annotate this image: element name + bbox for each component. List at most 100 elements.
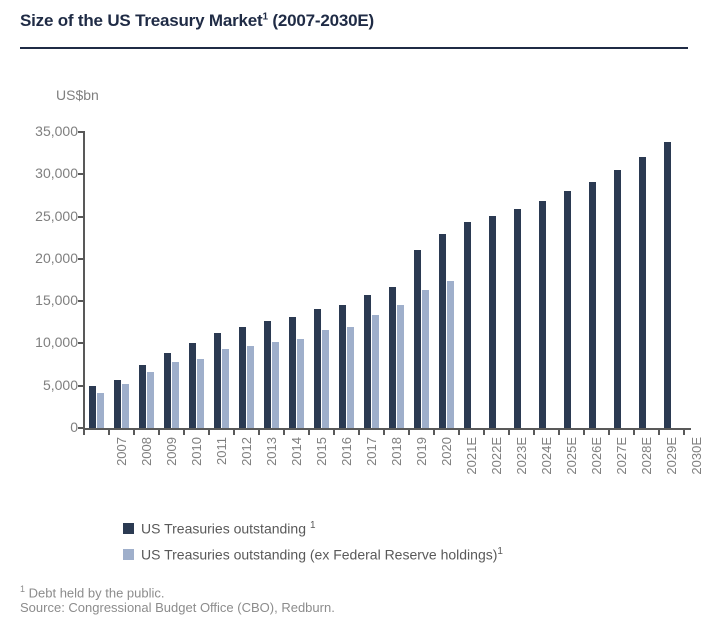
y-axis-tick-label-10000: 10,000 bbox=[35, 334, 78, 351]
x-axis-label-2017: 2017 bbox=[364, 437, 379, 466]
x-axis-label-2019: 2019 bbox=[414, 437, 429, 466]
bar-ex-fed-2014 bbox=[272, 341, 279, 428]
x-axis-tick-mark bbox=[458, 430, 460, 435]
x-axis-label-2008: 2008 bbox=[139, 437, 154, 466]
legend-swatch-dark-navy bbox=[123, 523, 134, 534]
footnote-source: Source: Congressional Budget Office (CBO… bbox=[20, 600, 335, 615]
bar-total-2017 bbox=[339, 304, 346, 428]
category-cell-2009 bbox=[134, 132, 159, 428]
legend-footnote-marker: 1 bbox=[497, 546, 503, 558]
bar-ex-fed-2020 bbox=[422, 290, 429, 428]
y-axis-tick-label-15000: 15,000 bbox=[35, 292, 78, 309]
y-axis-tick-mark bbox=[78, 215, 83, 218]
x-axis-tick-mark bbox=[683, 430, 685, 435]
x-axis-tick-mark bbox=[308, 430, 310, 435]
bar-ex-fed-2007 bbox=[97, 392, 104, 428]
x-axis-label-2007: 2007 bbox=[114, 437, 129, 466]
footnote-marker: 1 bbox=[20, 584, 26, 594]
category-cell-2015 bbox=[284, 132, 309, 428]
x-axis-label-2024E: 2024E bbox=[539, 437, 554, 475]
y-axis-tick-label-35000: 35,000 bbox=[35, 123, 78, 139]
bar-ex-fed-2015 bbox=[297, 339, 304, 428]
y-axis-tick-mark bbox=[78, 300, 83, 303]
bar-total-2021E bbox=[439, 234, 446, 428]
x-axis-tick-mark bbox=[433, 430, 435, 435]
bar-ex-fed-2013 bbox=[247, 346, 254, 428]
category-cell-2021E bbox=[434, 132, 459, 428]
x-axis-tick-mark bbox=[508, 430, 510, 435]
title-divider-line bbox=[20, 47, 688, 49]
bar-total-2023E bbox=[489, 215, 496, 428]
x-axis-tick-mark bbox=[633, 430, 635, 435]
y-axis-unit-label: US$bn bbox=[56, 87, 99, 103]
y-axis-tick-mark bbox=[78, 384, 83, 387]
x-axis-label-2012: 2012 bbox=[239, 437, 254, 466]
x-axis-label-2016: 2016 bbox=[339, 437, 354, 466]
bar-total-2015 bbox=[289, 317, 296, 428]
plot-area bbox=[84, 132, 685, 428]
bar-total-2018 bbox=[364, 295, 371, 428]
page-title-text: Size of the US Treasury Market bbox=[20, 11, 263, 30]
x-axis-tick-mark bbox=[208, 430, 210, 435]
bar-total-2007 bbox=[89, 385, 96, 428]
legend-footnote-marker: 1 bbox=[309, 520, 316, 532]
category-cell-2016 bbox=[309, 132, 334, 428]
category-cell-2007 bbox=[84, 132, 109, 428]
bar-total-2028E bbox=[614, 170, 621, 428]
x-axis-tick-mark bbox=[258, 430, 260, 435]
x-axis-tick-mark bbox=[608, 430, 610, 435]
x-axis-tick-mark bbox=[358, 430, 360, 435]
x-axis-label-2010: 2010 bbox=[189, 437, 204, 466]
x-axis-label-2018: 2018 bbox=[389, 437, 404, 466]
bar-ex-fed-2017 bbox=[347, 326, 354, 428]
y-axis-line bbox=[83, 131, 85, 430]
y-axis-tick-mark bbox=[78, 427, 83, 429]
category-cell-2026E bbox=[559, 132, 584, 428]
legend-item-ex-federal-reserve: US Treasuries outstanding (ex Federal Re… bbox=[123, 546, 503, 563]
x-axis-tick-mark bbox=[83, 430, 85, 435]
legend-swatch-light-blue bbox=[123, 549, 134, 560]
bar-total-2024E bbox=[514, 209, 521, 428]
y-axis-tick-mark bbox=[78, 257, 83, 260]
y-axis-tick-label-25000: 25,000 bbox=[35, 207, 78, 224]
bar-total-2016 bbox=[314, 308, 321, 428]
title-footnote-marker: 1 bbox=[262, 11, 268, 23]
x-axis-tick-mark bbox=[483, 430, 485, 435]
bar-ex-fed-2010 bbox=[172, 362, 179, 428]
x-axis-tick-mark bbox=[408, 430, 410, 435]
x-axis-label-2009: 2009 bbox=[164, 437, 179, 466]
bar-total-2013 bbox=[239, 327, 246, 428]
category-cell-2019 bbox=[384, 132, 409, 428]
x-axis-tick-mark bbox=[233, 430, 235, 435]
bar-ex-fed-2011 bbox=[197, 358, 204, 428]
footnote-debt-held: 1 Debt held by the public. bbox=[20, 584, 165, 600]
bar-ex-fed-2016 bbox=[322, 329, 329, 428]
bar-total-2025E bbox=[539, 200, 546, 428]
bar-total-2014 bbox=[264, 320, 271, 428]
y-axis-tick-label-20000: 20,000 bbox=[35, 249, 78, 266]
x-axis-label-2029E: 2029E bbox=[664, 437, 679, 475]
legend-item-us-treasuries-outstanding: US Treasuries outstanding 1 bbox=[123, 520, 503, 537]
x-axis-label-2020: 2020 bbox=[439, 437, 454, 466]
legend-label-us-treasuries-outstanding: US Treasuries outstanding 1 bbox=[141, 520, 316, 537]
y-axis-tick-label-5000: 5,000 bbox=[42, 376, 78, 393]
category-cell-2025E bbox=[534, 132, 559, 428]
bar-total-2011 bbox=[189, 342, 196, 428]
legend-label-text: US Treasuries outstanding bbox=[141, 520, 306, 537]
bar-total-2022E bbox=[464, 221, 471, 428]
bar-total-2026E bbox=[564, 191, 571, 428]
x-axis-tick-mark bbox=[383, 430, 385, 435]
legend-label-ex-federal-reserve: US Treasuries outstanding (ex Federal Re… bbox=[141, 546, 503, 563]
bar-total-2009 bbox=[139, 364, 146, 428]
category-cell-2013 bbox=[234, 132, 259, 428]
x-axis-tick-mark bbox=[583, 430, 585, 435]
x-axis-line bbox=[83, 428, 691, 430]
category-cell-2027E bbox=[584, 132, 609, 428]
category-cell-2020 bbox=[409, 132, 434, 428]
x-axis-label-2027E: 2027E bbox=[614, 437, 629, 475]
x-axis-tick-mark bbox=[183, 430, 185, 435]
bar-ex-fed-2008 bbox=[122, 384, 129, 428]
x-axis-tick-mark bbox=[658, 430, 660, 435]
x-axis-tick-mark bbox=[283, 430, 285, 435]
